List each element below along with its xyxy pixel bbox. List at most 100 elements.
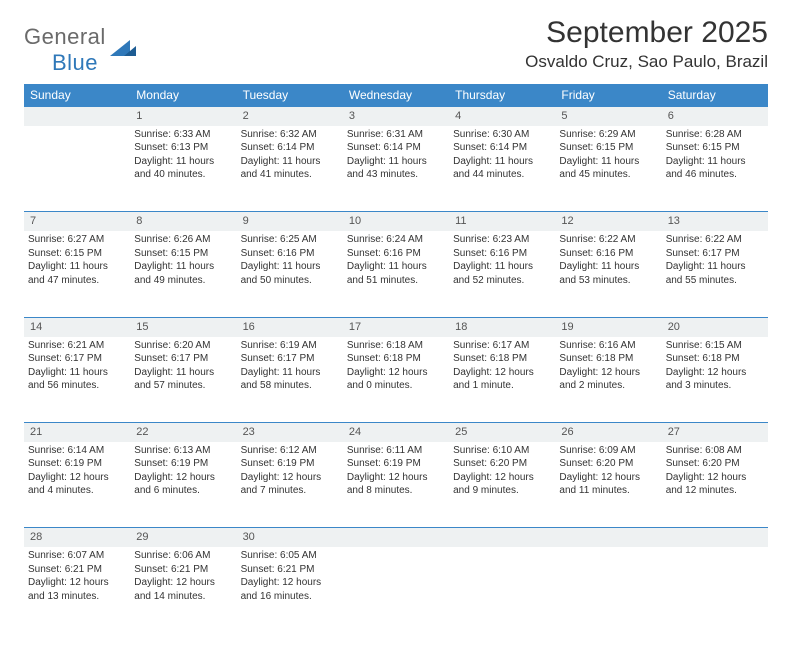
day-cell-line: Sunrise: 6:17 AM <box>453 339 551 353</box>
day-cell-line: and 40 minutes. <box>134 168 232 182</box>
day-number-row: 123456 <box>24 107 768 126</box>
day-number-row: 21222324252627 <box>24 423 768 442</box>
day-cell <box>662 547 768 633</box>
weekday-header: Monday <box>130 84 236 107</box>
day-cell-line: and 8 minutes. <box>347 484 445 498</box>
day-number: 26 <box>555 423 661 442</box>
day-cell-line: Sunset: 6:13 PM <box>134 141 232 155</box>
day-cell-line: Daylight: 11 hours <box>347 260 445 274</box>
day-cell: Sunrise: 6:11 AMSunset: 6:19 PMDaylight:… <box>343 442 449 528</box>
day-cell: Sunrise: 6:33 AMSunset: 6:13 PMDaylight:… <box>130 126 236 212</box>
day-cell-line: Sunset: 6:14 PM <box>347 141 445 155</box>
day-number: 24 <box>343 423 449 442</box>
day-cell-line: Sunrise: 6:20 AM <box>134 339 232 353</box>
day-cell-line: Sunset: 6:16 PM <box>453 247 551 261</box>
day-cell-line: Daylight: 11 hours <box>28 366 126 380</box>
day-cell-line: and 6 minutes. <box>134 484 232 498</box>
day-cell-line: Sunrise: 6:09 AM <box>559 444 657 458</box>
day-cell-line: Sunrise: 6:30 AM <box>453 128 551 142</box>
day-cell-line: Daylight: 11 hours <box>453 155 551 169</box>
day-cell: Sunrise: 6:06 AMSunset: 6:21 PMDaylight:… <box>130 547 236 633</box>
day-cell: Sunrise: 6:21 AMSunset: 6:17 PMDaylight:… <box>24 337 130 423</box>
day-number: 13 <box>662 212 768 231</box>
day-cell-line: Sunrise: 6:15 AM <box>666 339 764 353</box>
day-cell-line: Daylight: 12 hours <box>134 471 232 485</box>
day-cell-line: Sunrise: 6:31 AM <box>347 128 445 142</box>
day-number: 20 <box>662 317 768 336</box>
day-number: 14 <box>24 317 130 336</box>
day-number: 12 <box>555 212 661 231</box>
day-number: 11 <box>449 212 555 231</box>
day-cell: Sunrise: 6:23 AMSunset: 6:16 PMDaylight:… <box>449 231 555 317</box>
day-cell-line: Daylight: 12 hours <box>241 471 339 485</box>
day-cell-line: Sunset: 6:19 PM <box>134 457 232 471</box>
day-content-row: Sunrise: 6:27 AMSunset: 6:15 PMDaylight:… <box>24 231 768 317</box>
day-cell: Sunrise: 6:22 AMSunset: 6:16 PMDaylight:… <box>555 231 661 317</box>
day-cell-line: and 13 minutes. <box>28 590 126 604</box>
day-cell <box>449 547 555 633</box>
day-cell-line: and 9 minutes. <box>453 484 551 498</box>
day-cell-line: and 53 minutes. <box>559 274 657 288</box>
logo-text-bottom: Blue <box>52 50 98 76</box>
day-cell-line: Sunrise: 6:32 AM <box>241 128 339 142</box>
day-cell-line: Daylight: 12 hours <box>347 366 445 380</box>
day-number: 17 <box>343 317 449 336</box>
day-cell-line: and 3 minutes. <box>666 379 764 393</box>
day-cell: Sunrise: 6:15 AMSunset: 6:18 PMDaylight:… <box>662 337 768 423</box>
day-cell-line: Sunset: 6:16 PM <box>347 247 445 261</box>
day-cell-line: Daylight: 12 hours <box>241 576 339 590</box>
day-cell: Sunrise: 6:20 AMSunset: 6:17 PMDaylight:… <box>130 337 236 423</box>
day-cell-line: and 46 minutes. <box>666 168 764 182</box>
day-cell-line: and 2 minutes. <box>559 379 657 393</box>
weekday-header: Sunday <box>24 84 130 107</box>
day-cell-line: Sunset: 6:20 PM <box>559 457 657 471</box>
day-cell-line: Sunrise: 6:25 AM <box>241 233 339 247</box>
day-cell-line: Daylight: 11 hours <box>134 155 232 169</box>
logo-text-top: General <box>24 24 106 49</box>
day-number <box>449 528 555 547</box>
day-cell-line: Sunset: 6:18 PM <box>666 352 764 366</box>
day-number: 2 <box>237 107 343 126</box>
day-number: 6 <box>662 107 768 126</box>
day-number: 25 <box>449 423 555 442</box>
day-cell-line: Daylight: 11 hours <box>241 260 339 274</box>
day-cell: Sunrise: 6:31 AMSunset: 6:14 PMDaylight:… <box>343 126 449 212</box>
day-cell-line: Sunrise: 6:33 AM <box>134 128 232 142</box>
day-cell-line: Sunset: 6:18 PM <box>347 352 445 366</box>
day-cell-line: Sunset: 6:21 PM <box>241 563 339 577</box>
day-number-row: 282930 <box>24 528 768 547</box>
day-number: 28 <box>24 528 130 547</box>
day-number: 19 <box>555 317 661 336</box>
day-cell-line: Sunrise: 6:18 AM <box>347 339 445 353</box>
day-cell-line: and 12 minutes. <box>666 484 764 498</box>
day-cell: Sunrise: 6:29 AMSunset: 6:15 PMDaylight:… <box>555 126 661 212</box>
day-cell-line: Sunrise: 6:22 AM <box>666 233 764 247</box>
title-block: September 2025 Osvaldo Cruz, Sao Paulo, … <box>525 16 768 72</box>
day-cell-line: Sunset: 6:17 PM <box>134 352 232 366</box>
day-cell-line: Daylight: 12 hours <box>347 471 445 485</box>
day-cell: Sunrise: 6:30 AMSunset: 6:14 PMDaylight:… <box>449 126 555 212</box>
day-cell-line: Daylight: 12 hours <box>453 471 551 485</box>
day-cell-line: and 16 minutes. <box>241 590 339 604</box>
day-cell-line: Sunset: 6:19 PM <box>28 457 126 471</box>
day-cell-line: Sunrise: 6:14 AM <box>28 444 126 458</box>
day-cell: Sunrise: 6:19 AMSunset: 6:17 PMDaylight:… <box>237 337 343 423</box>
day-number: 15 <box>130 317 236 336</box>
day-cell-line: Sunset: 6:15 PM <box>28 247 126 261</box>
day-cell-line: Sunset: 6:18 PM <box>453 352 551 366</box>
day-cell-line: Sunrise: 6:21 AM <box>28 339 126 353</box>
day-cell: Sunrise: 6:18 AMSunset: 6:18 PMDaylight:… <box>343 337 449 423</box>
day-cell-line: and 51 minutes. <box>347 274 445 288</box>
day-cell: Sunrise: 6:27 AMSunset: 6:15 PMDaylight:… <box>24 231 130 317</box>
day-content-row: Sunrise: 6:33 AMSunset: 6:13 PMDaylight:… <box>24 126 768 212</box>
day-cell-line: Daylight: 12 hours <box>559 471 657 485</box>
day-cell-line: Daylight: 11 hours <box>559 155 657 169</box>
day-cell-line: Sunrise: 6:29 AM <box>559 128 657 142</box>
day-cell-line: Sunset: 6:18 PM <box>559 352 657 366</box>
day-cell-line: and 55 minutes. <box>666 274 764 288</box>
day-cell: Sunrise: 6:12 AMSunset: 6:19 PMDaylight:… <box>237 442 343 528</box>
day-cell: Sunrise: 6:10 AMSunset: 6:20 PMDaylight:… <box>449 442 555 528</box>
day-cell: Sunrise: 6:13 AMSunset: 6:19 PMDaylight:… <box>130 442 236 528</box>
day-number-row: 78910111213 <box>24 212 768 231</box>
day-cell-line: Daylight: 11 hours <box>453 260 551 274</box>
